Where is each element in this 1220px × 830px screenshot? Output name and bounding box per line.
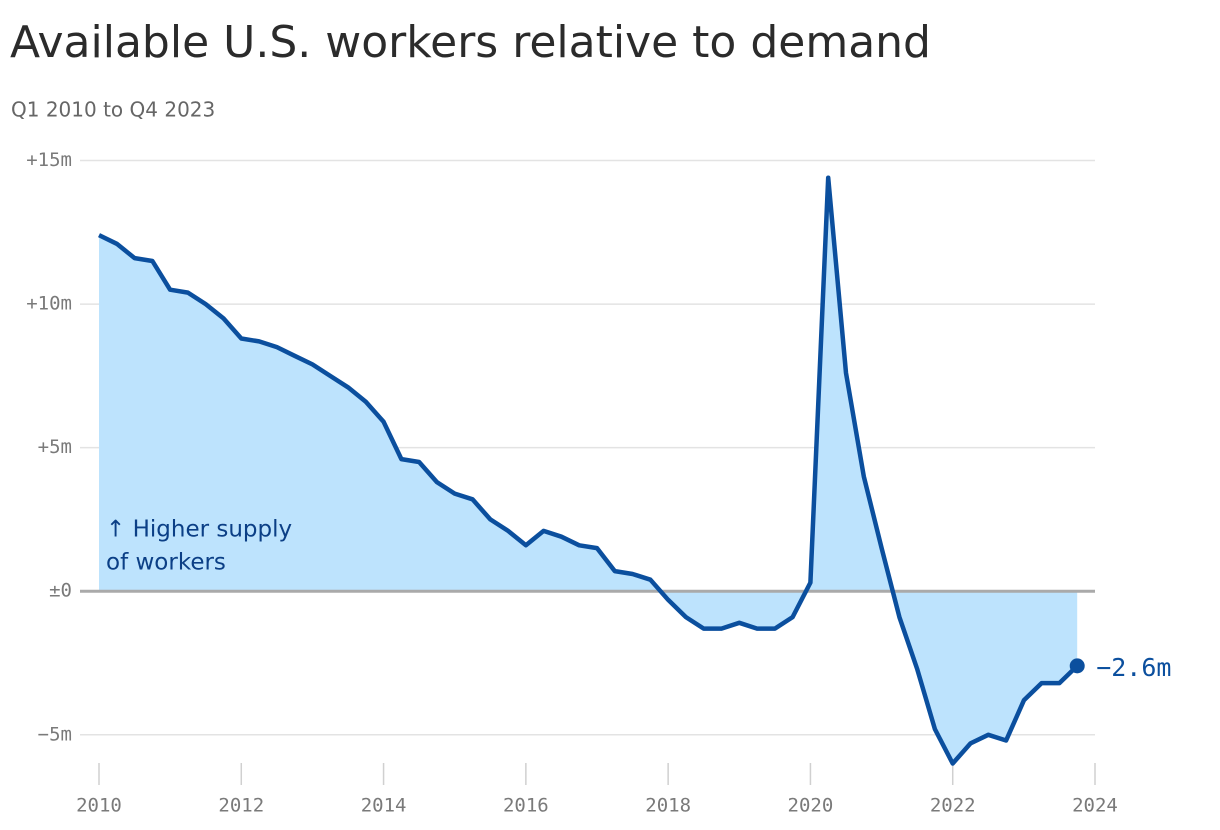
- area: [99, 177, 1078, 764]
- x-tick-label: 2014: [361, 795, 407, 817]
- value-label: −2.6m: [1096, 653, 1171, 682]
- chart-subtitle: Q1 2010 to Q4 2023: [11, 98, 215, 122]
- line: [98, 175, 1079, 766]
- x-tick-label: 2020: [788, 795, 834, 817]
- x-tick-label: 2024: [1072, 795, 1118, 817]
- annotation: of workers: [106, 550, 226, 576]
- y-tick-label: −5m: [38, 723, 72, 745]
- y-tick-label: +5m: [38, 436, 72, 458]
- y-tick-label: +10m: [26, 293, 72, 315]
- x-tick-label: 2016: [503, 795, 549, 817]
- x-tick-label: 2022: [930, 795, 976, 817]
- y-tick-label: ±0: [49, 580, 72, 602]
- x-tick-label: 2018: [645, 795, 691, 817]
- y-tick-label: +15m: [26, 149, 72, 171]
- annotation: ↑ Higher supply: [106, 517, 292, 543]
- x-tick-label: 2010: [76, 795, 122, 817]
- chart-title: Available U.S. workers relative to deman…: [10, 17, 931, 68]
- end-point: [1069, 658, 1085, 674]
- x-tick-label: 2012: [218, 795, 264, 817]
